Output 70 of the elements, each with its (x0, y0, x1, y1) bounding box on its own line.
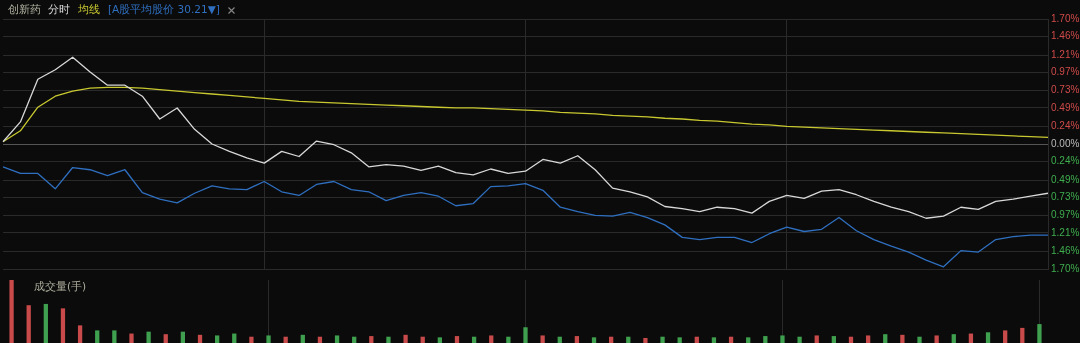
bar (1003, 330, 1008, 343)
bar (746, 337, 751, 343)
y-tick-label: 1.46% (1051, 245, 1080, 257)
bar (163, 334, 168, 343)
bar (540, 335, 545, 343)
bar (454, 336, 460, 343)
bar (934, 335, 939, 343)
bar (249, 336, 254, 343)
chart-title: 创新药 (8, 3, 41, 17)
bar (677, 337, 682, 343)
bar (369, 336, 374, 343)
bar (814, 335, 819, 343)
bar (334, 335, 340, 343)
bar (95, 330, 100, 343)
bar (77, 325, 83, 343)
bar (180, 331, 186, 343)
bar (489, 335, 494, 343)
y-tick-label: 1.70% (1051, 12, 1080, 24)
y-tick-label: 1.21% (1051, 226, 1080, 238)
bar (1020, 327, 1025, 343)
y-tick-label: 1.21% (1051, 48, 1080, 60)
bar (523, 327, 528, 343)
text: 分时 (48, 3, 70, 17)
bar (506, 336, 511, 343)
y-tick-label: 0.24% (1051, 120, 1080, 132)
y-tick-label: 0.00% (1051, 137, 1080, 149)
bar (129, 333, 134, 343)
y-tick-label: 0.73% (1051, 191, 1080, 203)
y-tick-label: 0.49% (1051, 101, 1080, 113)
bar (831, 336, 836, 343)
text: 均线 (78, 3, 100, 17)
bar (9, 280, 14, 343)
bar (60, 308, 66, 343)
bar (215, 335, 220, 343)
text: [A股平均股价 30.21▼] (108, 3, 220, 17)
bar (437, 337, 442, 343)
y-tick-label: 1.46% (1051, 30, 1080, 42)
bar (232, 333, 237, 343)
bar (951, 334, 956, 343)
bar (300, 334, 305, 343)
bar (660, 336, 665, 343)
bar (968, 333, 974, 343)
bar (763, 336, 768, 343)
bar (985, 332, 991, 343)
bar (403, 334, 408, 343)
y-tick-label: 1.70% (1051, 262, 1080, 274)
bar (1037, 324, 1042, 343)
bar (112, 330, 117, 343)
bar (917, 336, 922, 343)
bar (197, 334, 203, 343)
y-tick-label: 0.97% (1051, 66, 1080, 78)
bar (711, 337, 717, 343)
y-tick-label: 0.73% (1051, 84, 1080, 96)
bar (900, 334, 905, 343)
bar (43, 303, 48, 343)
bar (26, 305, 31, 343)
bar (574, 336, 580, 343)
bar (591, 337, 597, 343)
chart-title: 成交量(手) (34, 280, 87, 294)
bar (643, 337, 648, 343)
bar (386, 336, 391, 343)
bar (146, 331, 151, 343)
y-tick-label: 0.97% (1051, 209, 1080, 221)
bar (797, 336, 802, 343)
bar (266, 335, 271, 343)
bar (883, 334, 888, 343)
bar (865, 335, 871, 343)
y-tick-label: 0.49% (1051, 173, 1080, 185)
bar (780, 335, 785, 343)
y-tick-label: 0.24% (1051, 155, 1080, 167)
